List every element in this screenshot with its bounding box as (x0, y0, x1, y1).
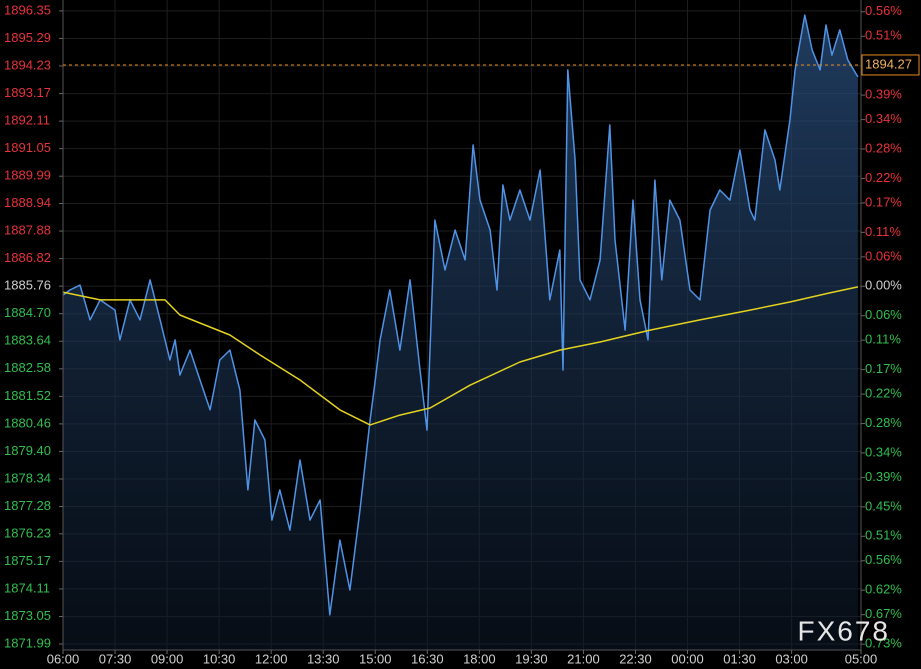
x-tick-label: 07:30 (99, 651, 132, 666)
y-tick-label: 1876.23 (4, 525, 51, 540)
current-price-box (861, 54, 920, 76)
y-tick-label: 1884.70 (4, 305, 51, 320)
y2-tick-label: 0.11% (865, 332, 901, 347)
y-tick-label: 1885.76 (4, 278, 51, 293)
y-tick-label: 1873.05 (4, 608, 51, 623)
y2-tick-label: 0.56% (865, 552, 902, 567)
x-tick-label: 00:00 (671, 651, 704, 666)
y-tick-label: 1896.35 (4, 2, 51, 17)
x-tick-label: 03:00 (775, 651, 808, 666)
y2-tick-label: 0.22% (865, 170, 902, 185)
y2-tick-label: 0.56% (865, 3, 902, 18)
y-tick-label: 1881.52 (4, 388, 51, 403)
y-tick-label: 1874.11 (4, 580, 50, 595)
y-tick-label: 1877.28 (4, 498, 51, 513)
x-tick-label: 22:30 (619, 651, 652, 666)
current-price-label: 1894.27 (865, 56, 912, 71)
y-tick-label: 1895.29 (4, 30, 51, 45)
y-tick-label: 1889.99 (4, 168, 51, 183)
x-tick-label: 05:00 (845, 651, 878, 666)
y2-tick-label: 0.06% (865, 307, 902, 322)
y2-tick-label: 0.11% (865, 224, 901, 239)
y-tick-label: 1883.64 (4, 333, 51, 348)
watermark: FX678 (798, 615, 891, 646)
x-tick-label: 10:30 (203, 651, 236, 666)
x-tick-label: 21:00 (567, 651, 600, 666)
x-tick-label: 09:00 (151, 651, 184, 666)
x-tick-label: 01:30 (723, 651, 756, 666)
x-tick-label: 12:00 (255, 651, 288, 666)
y2-tick-label: 0.34% (865, 444, 902, 459)
y2-tick-label: 0.45% (865, 498, 902, 513)
x-tick-label: 15:00 (359, 651, 392, 666)
y-tick-label: 1871.99 (4, 635, 51, 650)
y2-tick-label: 0.62% (865, 582, 902, 597)
y2-tick-label: 0.28% (865, 415, 902, 430)
y2-tick-label: 0.06% (865, 248, 902, 263)
line (62, 286, 859, 426)
x-tick-label: 13:30 (307, 651, 340, 666)
y-tick-label: 1888.94 (4, 195, 51, 210)
y2-tick-label: 0.22% (865, 386, 902, 401)
y-tick-label: 1882.58 (4, 360, 51, 375)
y-tick-label: 1892.11 (4, 113, 50, 128)
y2-tick-label: 0.17% (865, 194, 902, 209)
y2-tick-label: 0.67% (865, 606, 902, 621)
y2-tick-label: 0.51% (865, 28, 902, 43)
area (63, 15, 858, 651)
y2-tick-label: 0.39% (865, 469, 902, 484)
x-tick-label: 16:30 (411, 651, 444, 666)
y2-tick-label: 0.51% (865, 528, 902, 543)
y2-tick-label: 0.28% (865, 140, 902, 155)
y-tick-label: 1894.23 (4, 57, 51, 72)
y-tick-label: 1880.46 (4, 415, 51, 430)
y2-tick-label: 0.00% (865, 278, 902, 293)
y2-tick-label: 0.34% (865, 111, 902, 126)
y-tick-label: 1893.17 (4, 85, 51, 100)
y2-tick-label: 0.17% (865, 361, 902, 376)
y-tick-label: 1891.05 (4, 140, 51, 155)
y-tick-label: 1886.82 (4, 250, 51, 265)
x-tick-label: 06:00 (47, 651, 80, 666)
y2-tick-label: 0.73% (865, 636, 902, 651)
y-tick-label: 1887.88 (4, 222, 51, 237)
x-tick-label: 18:00 (463, 651, 496, 666)
line (62, 14, 859, 616)
y-tick-label: 1878.34 (4, 470, 51, 485)
x-tick-label: 19:30 (515, 651, 548, 666)
y-tick-label: 1879.40 (4, 443, 51, 458)
y2-tick-label: 0.39% (865, 87, 902, 102)
y-tick-label: 1875.17 (4, 553, 51, 568)
